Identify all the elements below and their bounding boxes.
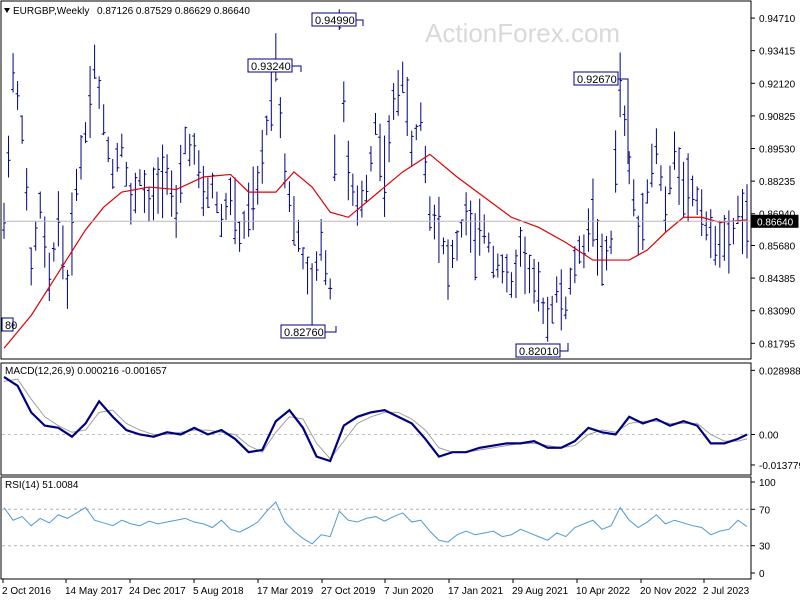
- price-callout-label: 0.93240: [251, 61, 291, 73]
- price-y-tick-label: 0.93415: [759, 47, 796, 58]
- symbol-label: EURGBP,Weekly: [13, 6, 89, 17]
- ohlc-label: 0.87126 0.87529 0.86629 0.86640: [97, 6, 250, 17]
- price-panel-frame: [0, 0, 752, 360]
- rsi-y-tick-label: 70: [759, 505, 771, 516]
- price-callout-label: 0.94990: [315, 15, 355, 27]
- current-price-tag: [751, 214, 799, 228]
- price-callout-label: 0.92670: [577, 74, 617, 86]
- price-y-tick-label: 0.94710: [759, 14, 796, 25]
- macd-header: MACD(12,26,9) 0.000216 -0.001657: [5, 366, 167, 377]
- price-callout-leader: [292, 65, 302, 72]
- rsi-header: RSI(14) 51.0084: [5, 480, 79, 491]
- rsi-plot: [2, 501, 750, 547]
- dropdown-triangle-icon: [4, 8, 10, 13]
- x-tick-label: 17 Jan 2021: [448, 586, 503, 597]
- x-tick-label: 14 May 2017: [65, 586, 123, 597]
- x-tick-label: 2 Oct 2016: [2, 586, 51, 597]
- price-callout-leader: [325, 326, 337, 333]
- x-tick-label: 24 Dec 2017: [129, 586, 186, 597]
- x-tick-label: 10 Apr 2022: [576, 586, 630, 597]
- watermark: ActionForex.com: [425, 18, 620, 48]
- macd-y-tick-label: 0.028988: [759, 366, 800, 377]
- macd-signal-line: [3, 378, 748, 460]
- macd-y-tick-label: -0.013779: [759, 461, 800, 472]
- rsi-y-tick-label: 30: [759, 542, 771, 553]
- rsi-line: [3, 501, 748, 545]
- macd-y-tick-label: 0.00: [759, 430, 779, 441]
- macd-panel-frame: [0, 362, 752, 476]
- axes: 0.86640 0.94710 0.93415 0.92120 0.90825 0.895…: [2, 14, 800, 597]
- price-callout-leader: [560, 343, 569, 352]
- x-tick-label: 7 Jun 2020: [384, 586, 434, 597]
- price-callout-label: 0.82010: [519, 346, 559, 358]
- price-callout-leader: [618, 78, 629, 164]
- macd-plot: [2, 376, 750, 463]
- rsi-y-tick-label: 0: [759, 569, 765, 580]
- price-callout-leader: [356, 19, 364, 26]
- price-y-tick-label: 0.89530: [759, 145, 796, 156]
- price-y-tick-label: 0.86940: [759, 210, 796, 221]
- price-header: EURGBP,Weekly 0.87126 0.87529 0.86629 0.…: [4, 6, 250, 17]
- macd-line: [3, 376, 748, 463]
- rsi-y-tick-label: 100: [759, 478, 776, 489]
- x-tick-label: 27 Oct 2019: [321, 586, 376, 597]
- price-plot: 0.94990 0.93240 0.92670 0.82760 0.82010 80: [1, 9, 750, 358]
- price-y-tick-label: 0.85680: [759, 241, 796, 252]
- x-tick-label: 5 Aug 2018: [193, 586, 244, 597]
- price-y-tick-label: 0.92120: [759, 79, 796, 90]
- price-y-tick-label: 0.83090: [759, 307, 796, 318]
- price-callout-label: 0.82760: [284, 327, 324, 339]
- moving-average-line: [3, 153, 748, 349]
- price-y-tick-label: 0.81795: [759, 339, 796, 350]
- x-tick-label: 2 Jul 2023: [703, 586, 750, 597]
- price-y-tick-label: 0.88235: [759, 177, 796, 188]
- rsi-panel-frame: [0, 476, 752, 580]
- price-y-tick-label: 0.84385: [759, 274, 796, 285]
- current-price-label: 0.86640: [757, 217, 794, 228]
- price-callout-label: 80: [5, 320, 17, 332]
- x-tick-label: 17 Mar 2019: [257, 586, 314, 597]
- price-y-tick-label: 0.90825: [759, 112, 796, 123]
- x-tick-label: 20 Nov 2022: [640, 586, 697, 597]
- x-tick-label: 29 Aug 2021: [512, 586, 569, 597]
